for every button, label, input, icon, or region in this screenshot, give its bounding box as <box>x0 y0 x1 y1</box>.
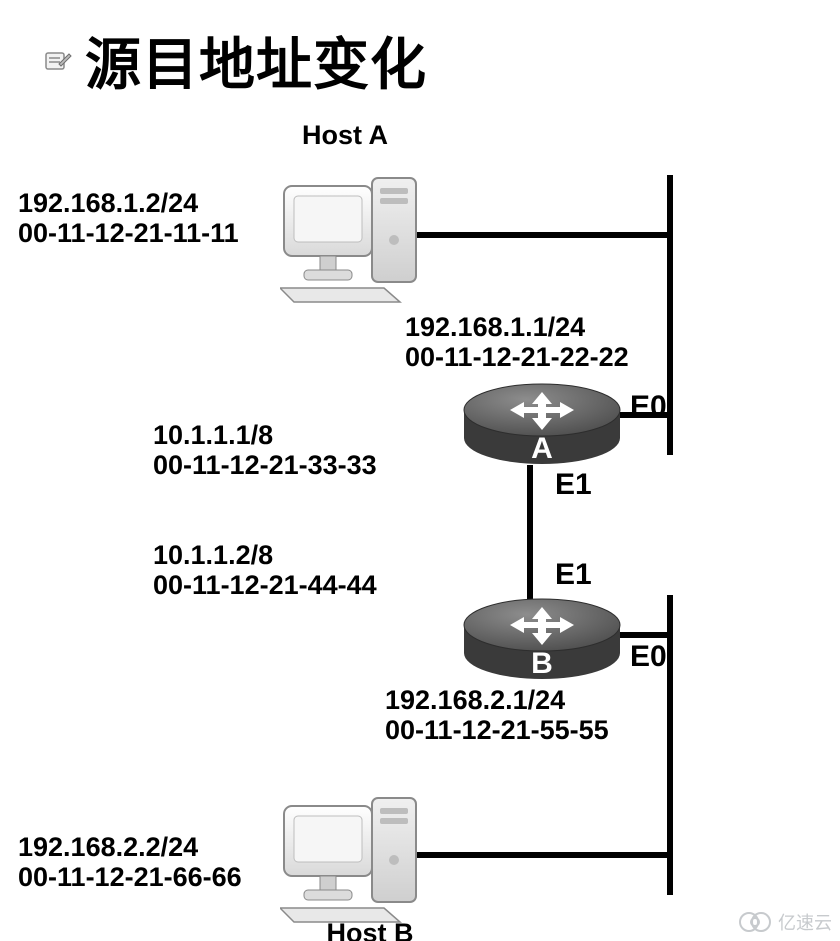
note-icon <box>45 50 73 72</box>
host-b-name: Host B <box>275 918 465 941</box>
host-a-icon <box>280 170 430 305</box>
router-b-e1-ip: 10.1.1.2/8 <box>153 540 273 571</box>
router-a-e1-port: E1 <box>555 468 592 502</box>
watermark: 亿速云 <box>738 909 832 935</box>
router-b-e1-port: E1 <box>555 558 592 592</box>
router-a-e1-ip: 10.1.1.1/8 <box>153 420 273 451</box>
router-b-label: B <box>531 647 553 680</box>
watermark-icon <box>738 911 772 933</box>
router-b-e0-mac: 00-11-12-21-55-55 <box>385 715 609 746</box>
host-b-icon <box>280 790 430 925</box>
watermark-text: 亿速云 <box>778 909 832 935</box>
router-a-e0-mac: 00-11-12-21-22-22 <box>405 342 629 373</box>
router-b-e0-ip: 192.168.2.1/24 <box>385 685 565 716</box>
host-a-name: Host A <box>250 120 440 151</box>
router-a-e1-mac: 00-11-12-21-33-33 <box>153 450 377 481</box>
router-b-e0-port: E0 <box>630 640 667 674</box>
host-b-mac: 00-11-12-21-66-66 <box>18 862 242 893</box>
router-b-e1-mac: 00-11-12-21-44-44 <box>153 570 377 601</box>
host-a-mac: 00-11-12-21-11-11 <box>18 218 239 249</box>
router-a-label: A <box>531 432 553 465</box>
title-row: 源目地址变化 <box>45 20 427 101</box>
router-a-e0-port: E0 <box>630 390 667 424</box>
router-a-icon: A <box>460 380 625 468</box>
host-b-ip: 192.168.2.2/24 <box>18 832 198 863</box>
router-a-e0-ip: 192.168.1.1/24 <box>405 312 585 343</box>
router-b-icon: B <box>460 595 625 683</box>
host-a-ip: 192.168.1.2/24 <box>18 188 198 219</box>
page-title: 源目地址变化 <box>85 20 427 101</box>
